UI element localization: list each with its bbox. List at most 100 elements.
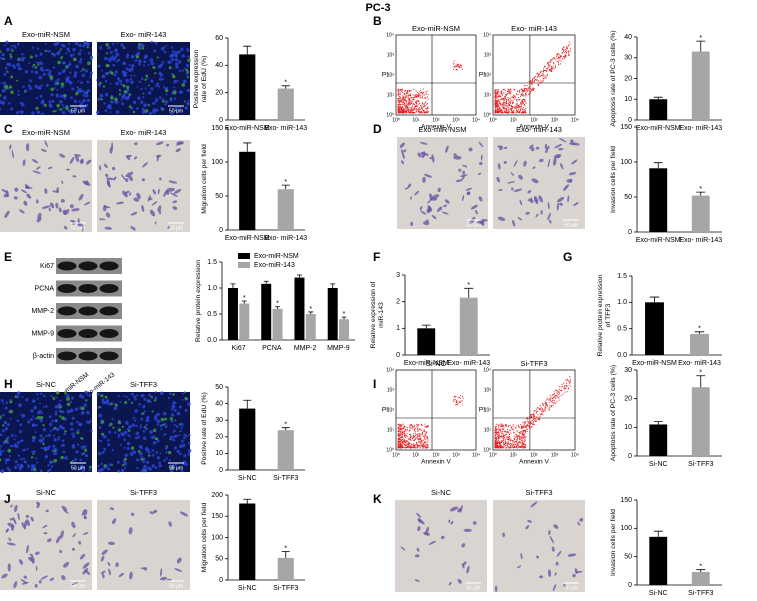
event-dot	[536, 407, 539, 409]
event-dot	[566, 385, 568, 387]
event-dot	[509, 439, 512, 441]
event-dot	[547, 63, 549, 65]
scale-label: 50 μm	[169, 225, 183, 231]
nucleus	[117, 428, 122, 432]
event-dot	[564, 48, 566, 50]
bar	[227, 288, 238, 340]
event-dot	[400, 99, 402, 102]
nucleus	[9, 53, 12, 56]
nucleus	[188, 433, 191, 437]
nucleus	[133, 419, 137, 422]
nucleus	[98, 439, 101, 442]
event-dot	[408, 96, 410, 98]
event-dot	[515, 96, 517, 98]
event-dot	[496, 92, 499, 94]
nucleus	[2, 413, 5, 417]
event-dot	[419, 110, 421, 112]
legend-swatch	[238, 262, 250, 268]
cell	[518, 174, 523, 180]
nucleus	[177, 60, 182, 64]
event-dot	[399, 100, 402, 103]
nucleus	[88, 468, 91, 471]
scale-label: 50 μm	[71, 225, 85, 231]
cell	[499, 145, 503, 151]
cell	[4, 210, 10, 219]
nucleus	[154, 72, 157, 75]
nucleus	[65, 80, 68, 84]
significance-mark: *	[309, 306, 312, 313]
nucleus	[19, 423, 23, 427]
event-dot	[425, 439, 427, 441]
event-dot	[504, 107, 506, 109]
flow-caption: Exo- miR-143	[511, 24, 557, 33]
bar	[649, 99, 668, 120]
nucleus	[100, 462, 103, 466]
event-dot	[500, 93, 502, 95]
cell	[443, 204, 447, 208]
event-dot	[420, 439, 422, 441]
event-dot	[413, 445, 415, 447]
event-dot	[529, 92, 531, 94]
nucleus	[31, 450, 34, 454]
event-dot	[417, 446, 419, 448]
event-dot	[399, 424, 401, 426]
cell	[517, 565, 522, 569]
event-dot	[409, 429, 411, 431]
event-dot	[397, 91, 399, 93]
y-tick-label: 3	[396, 272, 400, 279]
event-dot	[520, 94, 522, 96]
event-dot	[525, 426, 527, 428]
nucleus	[76, 429, 80, 432]
nucleus	[69, 400, 73, 404]
event-dot	[550, 400, 552, 402]
cell	[417, 152, 422, 158]
nucleus	[135, 424, 138, 428]
nucleus	[50, 93, 54, 97]
event-dot	[405, 430, 407, 432]
event-dot	[531, 420, 533, 422]
cell	[574, 568, 578, 575]
event-dot	[512, 106, 514, 108]
nucleus	[54, 451, 58, 455]
event-dot	[502, 93, 504, 95]
event-dot	[542, 70, 544, 72]
event-dot	[559, 395, 561, 397]
nucleus	[84, 103, 89, 108]
event-dot	[536, 73, 538, 75]
event-dot	[419, 91, 421, 93]
event-dot	[517, 105, 519, 107]
blot-band	[99, 351, 119, 361]
event-dot	[515, 111, 517, 113]
event-dot	[397, 94, 399, 96]
event-dot	[504, 443, 506, 445]
event-dot	[409, 447, 411, 449]
event-dot	[422, 88, 424, 90]
event-dot	[507, 102, 509, 105]
event-dot	[400, 101, 402, 103]
event-dot	[420, 89, 422, 91]
nucleus	[17, 43, 20, 46]
x-tick-label: Exo- miR-143	[678, 360, 721, 367]
event-dot	[498, 100, 500, 102]
event-dot	[506, 438, 508, 440]
event-dot	[556, 389, 558, 392]
event-dot	[516, 100, 518, 102]
event-dot	[398, 96, 401, 98]
event-dot	[400, 432, 402, 434]
event-dot	[498, 445, 500, 447]
nucleus	[173, 423, 176, 427]
event-dot	[503, 88, 505, 90]
cell	[72, 533, 76, 538]
error-bar	[696, 375, 706, 388]
nucleus	[48, 70, 52, 73]
event-dot	[548, 409, 550, 411]
nucleus	[119, 89, 122, 92]
nucleus	[101, 451, 105, 454]
event-dot	[400, 447, 402, 449]
nucleus	[69, 71, 72, 74]
nucleus	[174, 57, 179, 62]
cell	[533, 197, 538, 203]
nucleus	[165, 457, 169, 460]
event-dot	[423, 446, 425, 448]
